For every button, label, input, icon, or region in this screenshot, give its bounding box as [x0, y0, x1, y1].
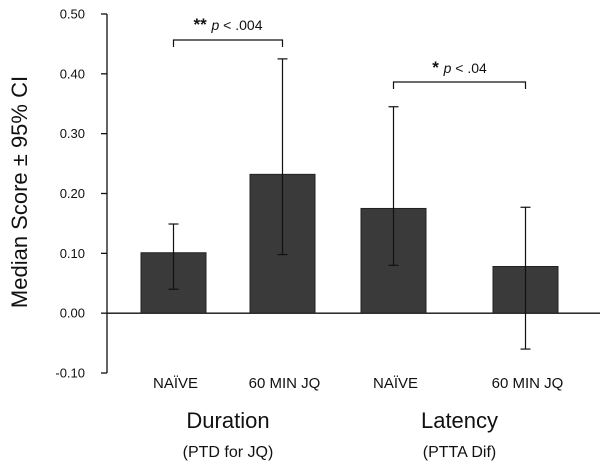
significance-bracket: [172, 39, 284, 47]
group-sublabel: (PTD for JQ): [183, 444, 274, 461]
bars-layer: [140, 173, 559, 314]
category-label: 60 MIN JQ: [492, 375, 564, 392]
group-sublabel: (PTTA Dif): [423, 444, 496, 461]
significance-label: ** p < .004: [194, 15, 263, 34]
category-label: 60 MIN JQ: [249, 375, 321, 392]
y-tick-label: 0.30: [60, 126, 85, 141]
labels-layer: NAÏVE 60 MIN JQ NAÏVE 60 MIN JQ Duration (PTD…: [153, 375, 563, 461]
y-tick-label: 0.20: [60, 186, 85, 201]
significance-layer: ** p < .004 * p < .04: [172, 15, 527, 89]
y-tick-label: -0.10: [55, 366, 85, 381]
category-label: NAÏVE: [153, 375, 198, 392]
y-tick-label: 0.10: [60, 246, 85, 261]
y-axis-label: Median Score ± 95% CI: [7, 76, 32, 308]
significance-p-value: < .004: [219, 17, 262, 33]
significance-p: p: [210, 17, 219, 33]
error-bars-layer: [168, 58, 531, 350]
significance-stars: *: [432, 58, 443, 77]
group-label: Duration: [186, 408, 269, 433]
significance-stars: **: [194, 15, 212, 34]
y-tick-label: 0.00: [60, 306, 85, 321]
significance-label: * p < .04: [432, 58, 487, 77]
significance-bracket: [392, 81, 527, 89]
significance-p: p: [443, 60, 452, 76]
y-tick-label: 0.40: [60, 66, 85, 81]
y-tick-label: 0.50: [60, 7, 85, 22]
category-label: NAÏVE: [373, 375, 418, 392]
significance-p-value: < .04: [451, 60, 487, 76]
group-label: Latency: [421, 408, 498, 433]
axes-layer: 0.50 0.40 0.30 0.20 0.10 0.00 -0.10: [55, 7, 600, 381]
